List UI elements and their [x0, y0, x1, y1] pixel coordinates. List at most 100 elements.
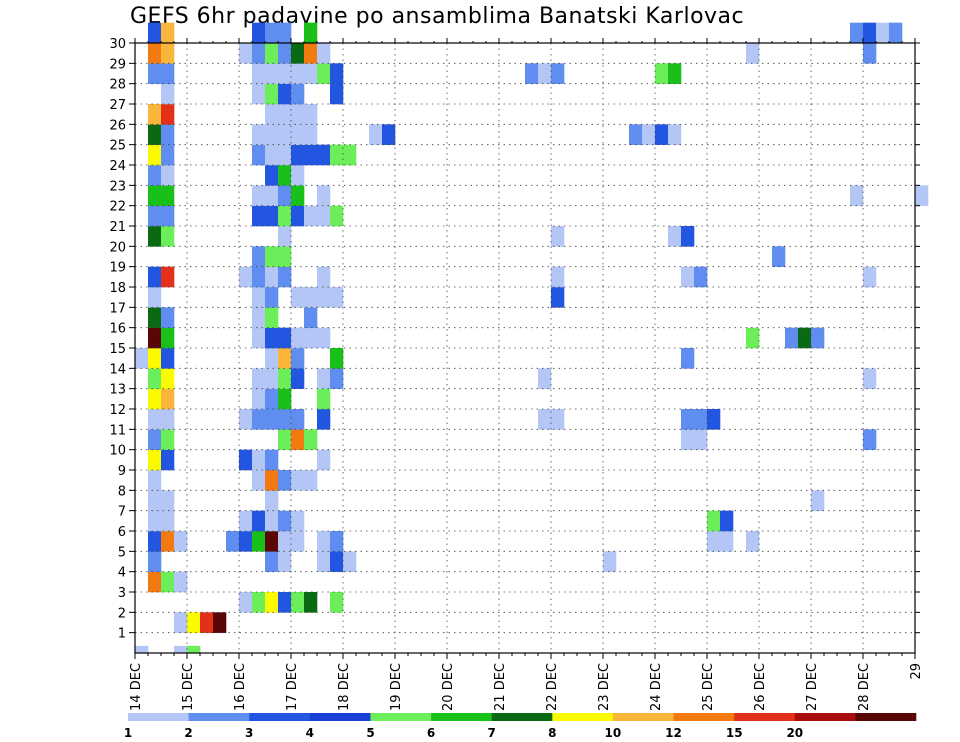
y-tick-label: 19	[109, 261, 126, 276]
heatmap-cell	[265, 144, 279, 166]
heatmap-cell	[330, 83, 344, 105]
colorbar-swatch	[370, 713, 432, 721]
y-tick-label: 5	[118, 545, 126, 560]
colorbar-label: 3	[245, 726, 253, 740]
y-tick-label: 13	[109, 383, 126, 398]
heatmap-cell	[174, 645, 188, 654]
heatmap-cell	[148, 22, 162, 44]
heatmap-cell	[252, 307, 266, 328]
heatmap-cell	[772, 246, 786, 267]
heatmap-cell	[278, 104, 292, 125]
heatmap-cell	[538, 368, 552, 389]
heatmap-cell	[304, 307, 318, 328]
heatmap-cell	[265, 368, 279, 389]
heatmap-cell	[291, 287, 305, 308]
heatmap-cell	[187, 645, 201, 654]
colorbar-label: 7	[488, 726, 496, 740]
heatmap-cell	[161, 571, 175, 593]
heatmap-cell	[876, 22, 890, 44]
heatmap-cell	[265, 531, 279, 552]
heatmap-cell	[148, 327, 162, 349]
y-tick-label: 14	[109, 362, 126, 377]
heatmap-cell	[746, 43, 760, 64]
heatmap-cell	[278, 83, 292, 105]
heatmap-cell	[317, 388, 331, 410]
heatmap-cell	[161, 388, 175, 410]
heatmap-cell	[681, 266, 695, 288]
heatmap-cell	[304, 429, 318, 450]
heatmap-cell	[681, 226, 695, 247]
x-tick-label: 20 DEC	[441, 663, 456, 711]
heatmap-cell	[252, 409, 266, 430]
heatmap-cell	[551, 63, 565, 84]
heatmap-cell	[278, 327, 292, 349]
heatmap-cell	[863, 368, 877, 389]
heatmap-cell	[265, 83, 279, 105]
heatmap-cell	[291, 470, 305, 491]
y-tick-label: 30	[109, 37, 126, 52]
x-tick-label: 21 DEC	[493, 663, 508, 711]
heatmap-cell	[252, 388, 266, 410]
heatmap-cell	[291, 144, 305, 166]
y-tick-label: 16	[109, 322, 126, 337]
colorbar-swatch	[552, 713, 614, 721]
y-tick-label: 20	[109, 240, 126, 255]
heatmap-cell	[252, 531, 266, 552]
y-tick-label: 12	[109, 403, 126, 418]
heatmap-cell	[304, 63, 318, 84]
heatmap-cell	[135, 645, 149, 654]
y-tick-label: 11	[109, 423, 126, 438]
heatmap-cell	[343, 551, 357, 572]
heatmap-cell	[161, 124, 175, 145]
heatmap-cell	[148, 287, 162, 308]
heatmap-cell	[265, 388, 279, 410]
heatmap-cell	[291, 327, 305, 349]
heatmap-cell	[694, 266, 708, 288]
heatmap-cell	[265, 592, 279, 613]
heatmap-cell	[148, 144, 162, 166]
y-tick-label: 28	[109, 78, 126, 93]
y-tick-label: 25	[109, 139, 126, 154]
heatmap-cell	[265, 246, 279, 267]
heatmap-cell	[317, 409, 331, 430]
heatmap-cell	[278, 531, 292, 552]
heatmap-cell	[304, 327, 318, 349]
heatmap-cell	[148, 348, 162, 369]
heatmap-cell	[148, 429, 162, 450]
heatmap-cell	[278, 124, 292, 145]
heatmap-cell	[291, 348, 305, 369]
y-tick-label: 10	[109, 444, 126, 459]
heatmap-cell	[291, 185, 305, 206]
heatmap-cell	[161, 449, 175, 471]
heatmap-cell	[278, 429, 292, 450]
heatmap-cell	[850, 22, 864, 44]
x-tick-label: 24 DEC	[649, 663, 664, 711]
heatmap-cell	[330, 368, 344, 389]
heatmap-cell	[252, 470, 266, 491]
heatmap-cell	[304, 144, 318, 166]
x-tick-label: 23 DEC	[597, 663, 612, 711]
heatmap-cell	[174, 571, 188, 593]
heatmap-cell	[746, 327, 760, 349]
heatmap-cell	[265, 307, 279, 328]
heatmap-cell	[304, 43, 318, 64]
heatmap-cell	[863, 22, 877, 44]
heatmap-cell	[317, 449, 331, 471]
heatmap-cell	[265, 63, 279, 84]
heatmap-cell	[278, 22, 292, 44]
heatmap-cell	[317, 43, 331, 64]
x-tick-label: 18 DEC	[337, 663, 352, 711]
heatmap-cell	[655, 63, 669, 84]
heatmap-cell	[785, 327, 799, 349]
heatmap-cell	[668, 63, 682, 84]
heatmap-cell	[252, 368, 266, 389]
heatmap-cell	[317, 368, 331, 389]
colorbar-swatch	[612, 713, 674, 721]
heatmap-cell	[707, 409, 721, 430]
y-tick-label: 22	[109, 200, 126, 215]
heatmap-cell	[330, 287, 344, 308]
heatmap-cell	[265, 327, 279, 349]
heatmap-cell	[304, 22, 318, 44]
heatmap-cell	[317, 287, 331, 308]
heatmap-cell	[317, 185, 331, 206]
